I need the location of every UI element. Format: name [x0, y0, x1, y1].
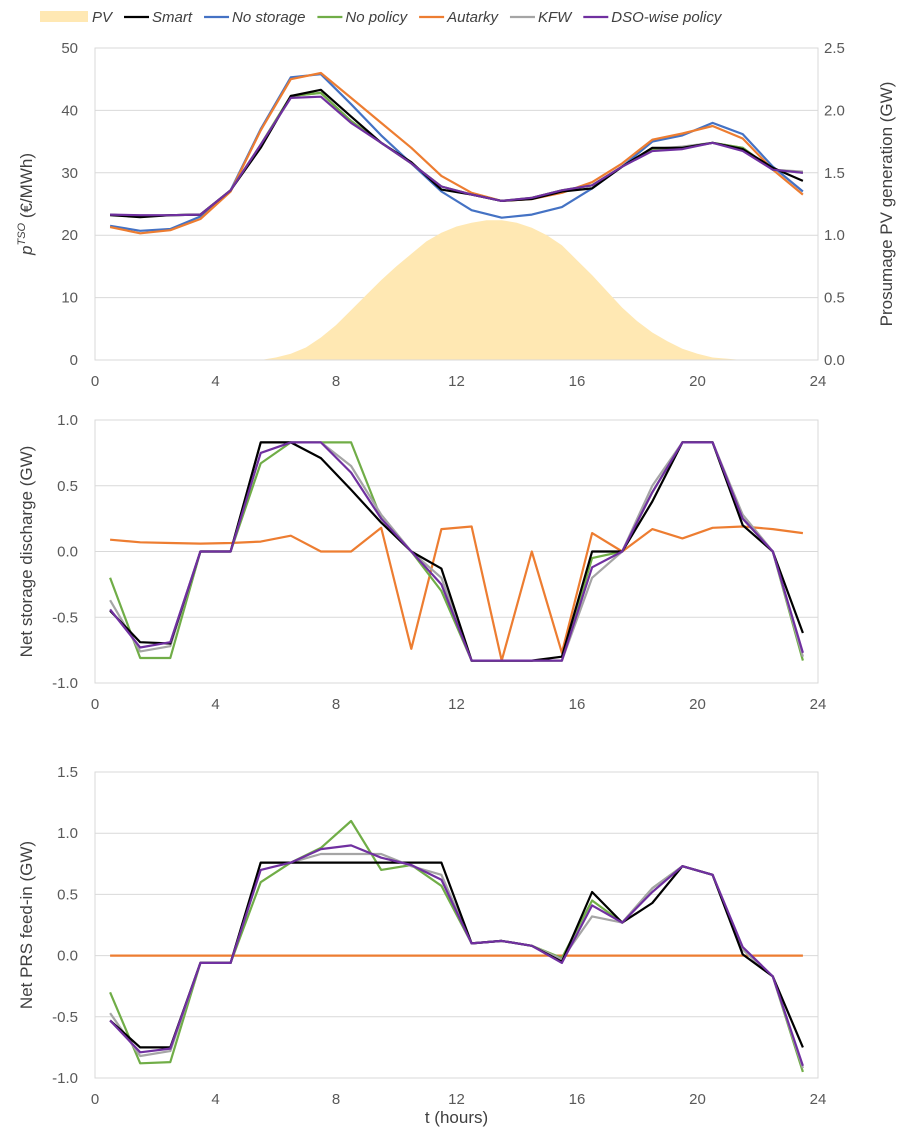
- y-tick-label: -0.5: [52, 609, 78, 626]
- x-tick-label: 24: [810, 696, 827, 713]
- x-tick-label: 20: [689, 1091, 706, 1108]
- legend-label-autarky: Autarky: [446, 9, 499, 26]
- series-line-dso-wise-policy: [109, 441, 804, 662]
- x-tick-label: 12: [448, 696, 465, 713]
- legend-label-pv: PV: [92, 9, 114, 26]
- y-tick-label: 0: [70, 352, 78, 369]
- x-tick-label: 12: [448, 373, 465, 390]
- y-axis-label: pTSO (€/MWh): [16, 153, 36, 256]
- y-tick-label: 1.0: [57, 825, 78, 842]
- legend-item-no-policy: No policy: [317, 9, 409, 26]
- series-line-dso-wise-policy: [109, 844, 804, 1067]
- y-tick-label: -1.0: [52, 675, 78, 692]
- x-tick-label: 16: [569, 696, 586, 713]
- series-line-kfw: [109, 852, 804, 1069]
- price-panel: 0 10 20 30 40 50 0 4 8 12 16 20 24 0.0 0.5 1.0 1.5 2.0 2.5…: [16, 40, 896, 390]
- y-axis-label: Net storage discharge (GW): [17, 446, 36, 658]
- series-line-autarky: [110, 525, 804, 662]
- series-line-autarky: [109, 71, 804, 235]
- y-tick-label: -0.5: [52, 1009, 78, 1026]
- x-axis-label: t (hours): [425, 1108, 488, 1127]
- y-tick-label: 20: [61, 227, 78, 244]
- y-tick-label: 1.5: [57, 764, 78, 781]
- y2-tick-label: 0.5: [824, 290, 845, 307]
- series-line-no-policy: [109, 819, 804, 1073]
- y-tick-label: 40: [61, 102, 78, 119]
- x-tick-label: 4: [211, 696, 219, 713]
- x-tick-label: 24: [810, 1091, 827, 1108]
- x-tick-label: 20: [689, 696, 706, 713]
- y-axis-label-sup: TSO: [16, 222, 28, 245]
- x-tick-label: 12: [448, 1091, 465, 1108]
- x-tick-label: 8: [332, 373, 340, 390]
- legend-label-no-storage: No storage: [232, 9, 305, 26]
- x-tick-label: 16: [569, 373, 586, 390]
- x-tick-label: 4: [211, 373, 219, 390]
- x-tick-label: 20: [689, 373, 706, 390]
- series-area-pv: [260, 220, 743, 360]
- series-line-kfw: [110, 91, 803, 218]
- prs-feed-in-panel: -1.0 -0.5 0.0 0.5 1.0 1.5 0 4 8 12 16 20 24 Net PRS f…: [17, 764, 826, 1127]
- y-tick-label: 1.0: [57, 412, 78, 429]
- y-axis-label-rest: (€/MWh): [17, 153, 36, 223]
- y-tick-label: 50: [61, 40, 78, 57]
- x-tick-label: 0: [91, 696, 99, 713]
- series-line-no-policy: [110, 91, 804, 218]
- y2-tick-label: 0.0: [824, 352, 845, 369]
- plot-frame: [94, 419, 819, 684]
- series-line-dso-wise-policy: [110, 95, 804, 217]
- y-axis-label: Net PRS feed-in (GW): [17, 841, 36, 1009]
- y2-tick-label: 1.0: [824, 227, 845, 244]
- legend-item-no-storage: No storage: [204, 9, 305, 26]
- legend-label-dso-wise-policy: DSO-wise policy: [611, 9, 723, 26]
- y-tick-label: 0.5: [57, 886, 78, 903]
- legend-label-kfw: KFW: [538, 9, 573, 26]
- y-tick-label: 0.5: [57, 478, 78, 495]
- x-tick-label: 0: [91, 373, 99, 390]
- legend-item-smart: Smart: [124, 9, 193, 26]
- x-tick-label: 8: [332, 1091, 340, 1108]
- y2-tick-label: 1.5: [824, 165, 845, 182]
- y2-tick-label: 2.0: [824, 102, 845, 119]
- y-tick-label: 0.0: [57, 544, 78, 561]
- plot-frame: [94, 47, 819, 361]
- y-axis-label-main: p: [17, 246, 36, 256]
- x-tick-label: 24: [810, 373, 827, 390]
- x-tick-label: 4: [211, 1091, 219, 1108]
- y-tick-label: 10: [61, 290, 78, 307]
- x-tick-label: 16: [569, 1091, 586, 1108]
- x-tick-label: 8: [332, 696, 340, 713]
- y-tick-label: 30: [61, 165, 78, 182]
- legend-item-autarky: Autarky: [419, 9, 499, 26]
- y2-tick-label: 2.5: [824, 40, 845, 57]
- legend: PV Smart No storage No policy Autarky KFW DSO-…: [40, 9, 723, 26]
- y2-axis-label: Prosumage PV generation (GW): [877, 82, 896, 327]
- series-line-smart: [110, 88, 804, 219]
- x-tick-label: 0: [91, 1091, 99, 1108]
- legend-swatch-pv: [40, 11, 88, 22]
- legend-label-no-policy: No policy: [345, 9, 408, 26]
- legend-label-smart: Smart: [152, 9, 193, 26]
- y-tick-label: -1.0: [52, 1070, 78, 1087]
- gridlines: [95, 771, 818, 1079]
- legend-item-dso-wise-policy: DSO-wise policy: [583, 9, 723, 26]
- y-tick-label: 0.0: [57, 948, 78, 965]
- plot-frame: [94, 771, 819, 1079]
- legend-item-pv: PV: [40, 9, 114, 26]
- legend-item-kfw: KFW: [509, 9, 573, 26]
- storage-discharge-panel: -1.0 -0.5 0.0 0.5 1.0 0 4 8 12 16 20 24 Net storage …: [17, 412, 826, 713]
